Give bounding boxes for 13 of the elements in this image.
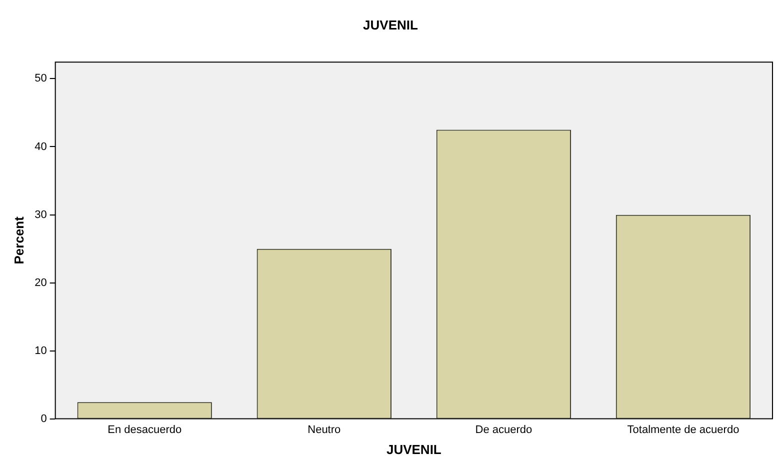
x-tick-label: Neutro xyxy=(308,424,341,436)
y-tick-label: 30 xyxy=(34,208,47,221)
y-tick-label: 20 xyxy=(34,277,47,290)
y-axis-title: Percent xyxy=(11,216,26,264)
chart-title: JUVENIL xyxy=(363,17,418,32)
y-tick-label: 0 xyxy=(40,413,47,426)
y-tick-label: 10 xyxy=(34,345,47,358)
x-tick-label: Totalmente de acuerdo xyxy=(627,424,740,436)
x-tick-label: En desacuerdo xyxy=(108,424,182,436)
y-tick-label: 50 xyxy=(34,72,47,85)
y-tick-label: 40 xyxy=(34,140,47,153)
x-axis-title: JUVENIL xyxy=(386,442,442,457)
x-tick-label: De acuerdo xyxy=(475,424,532,436)
